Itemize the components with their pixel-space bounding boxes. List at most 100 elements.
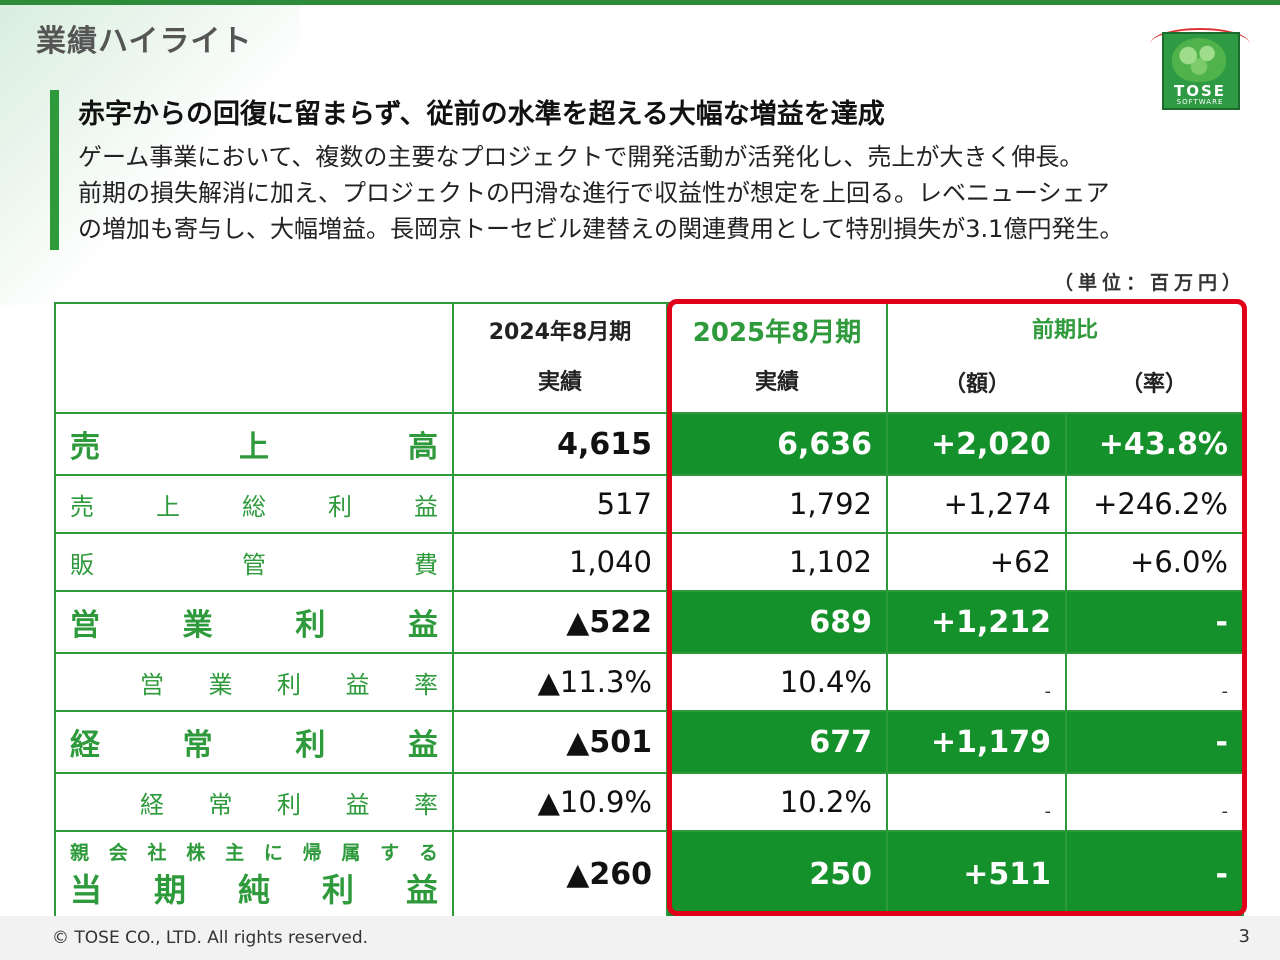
prev-cell-value: ▲11.3% bbox=[537, 665, 652, 699]
cur-cell: 677 bbox=[666, 710, 888, 774]
prev-cell: 1,040 bbox=[452, 532, 668, 592]
prev-period-label: 2024年8月期 bbox=[488, 320, 632, 345]
tose-logo: TOSE SOFTWARE bbox=[1150, 28, 1250, 110]
top-accent-line bbox=[0, 0, 1280, 5]
label-char: 利 bbox=[328, 492, 352, 521]
table-row: 経 常 利 益 ▲501 677 +1,179 - bbox=[54, 710, 1244, 774]
cur-period-label: 2025年8月期 bbox=[692, 318, 862, 348]
diff-cell: - bbox=[886, 772, 1067, 832]
prev-cell: ▲10.9% bbox=[452, 772, 668, 832]
diff-cell: +62 bbox=[886, 532, 1067, 592]
prev-cell: ▲11.3% bbox=[452, 652, 668, 712]
rate-cell-value: - bbox=[1215, 604, 1228, 640]
cur-cell-value: 1,102 bbox=[788, 545, 872, 579]
row-label: 営業利益 bbox=[70, 593, 438, 651]
label-char: 当 bbox=[70, 870, 103, 909]
prev-cell-value: ▲501 bbox=[566, 724, 652, 760]
cur-sub-label: 実績 bbox=[754, 370, 799, 395]
table-row: 経 常 利 益 率 ▲10.9% 10.2% - - bbox=[54, 772, 1244, 832]
prev-cell-value: ▲260 bbox=[566, 856, 652, 892]
cur-cell-value: 10.4% bbox=[779, 665, 872, 699]
diff-cell: +511 bbox=[886, 830, 1067, 918]
table-row: 親会社株主に帰属する当 期 純 利 益 ▲260 250 +511 - bbox=[54, 830, 1244, 918]
table-row: 売 上 高 4,615 6,636 +2,020 +43.8% bbox=[54, 412, 1244, 476]
label-char: 益 bbox=[345, 670, 370, 699]
prev-cell: ▲522 bbox=[452, 590, 668, 654]
prev-sub-label: 実績 bbox=[537, 370, 582, 395]
cur-cell-value: 689 bbox=[809, 604, 872, 640]
cur-cell: 1,792 bbox=[666, 474, 888, 534]
label-char: 営 bbox=[140, 670, 164, 699]
label-char: 売 bbox=[70, 492, 94, 521]
table-row: 販 管 費 1,040 1,102 +62 +6.0% bbox=[54, 532, 1244, 592]
cur-cell: 10.2% bbox=[666, 772, 888, 832]
label-char: 親 bbox=[70, 841, 90, 864]
cur-cell-value: 250 bbox=[809, 856, 872, 892]
label-char: 上 bbox=[239, 430, 269, 465]
rate-cell: - bbox=[1065, 590, 1244, 654]
row-label: 経常利益 bbox=[70, 713, 438, 771]
table-row: 営 業 利 益 ▲522 689 +1,212 - bbox=[54, 590, 1244, 654]
label-char: 主 bbox=[225, 841, 245, 864]
row-label: 親会社株主に帰属する当 期 純 利 益 bbox=[70, 838, 438, 911]
logo-text: TOSE bbox=[1173, 82, 1227, 100]
label-char: 業 bbox=[208, 670, 233, 699]
tree-icon bbox=[1172, 38, 1226, 82]
label-char: 株 bbox=[186, 841, 206, 864]
label-char: 益 bbox=[405, 870, 438, 909]
row-label-cell: 売上高 bbox=[54, 412, 454, 476]
label-char: す bbox=[380, 841, 400, 864]
label-char: 属 bbox=[341, 841, 361, 864]
rate-cell: - bbox=[1065, 710, 1244, 774]
label-char: 期 bbox=[153, 870, 186, 909]
yoy-label: 前期比 bbox=[1031, 318, 1098, 343]
label-char: 益 bbox=[345, 790, 370, 819]
prev-cell-value: 517 bbox=[596, 487, 652, 521]
rate-cell-value: +43.8% bbox=[1098, 426, 1228, 462]
cur-cell: 1,102 bbox=[666, 532, 888, 592]
rate-cell-value: - bbox=[1215, 724, 1228, 760]
rate-cell-value: - bbox=[1215, 856, 1228, 892]
diff-cell: - bbox=[886, 652, 1067, 712]
label-char: 常 bbox=[208, 790, 233, 819]
header-empty-cell bbox=[54, 302, 454, 414]
header-cur: 2025年8月期 実績 bbox=[666, 302, 888, 414]
label-char: る bbox=[418, 841, 438, 864]
rate-cell: - bbox=[1065, 830, 1244, 918]
prev-cell: ▲260 bbox=[452, 830, 668, 918]
label-char: 益 bbox=[407, 728, 438, 763]
cur-cell-value: 1,792 bbox=[788, 487, 872, 521]
cur-cell-value: 10.2% bbox=[779, 785, 872, 819]
label-char: 利 bbox=[277, 670, 301, 699]
label-char: 利 bbox=[277, 790, 301, 819]
rate-cell: - bbox=[1065, 772, 1244, 832]
row-label-cell: 販管費 bbox=[54, 532, 454, 592]
row-label-cell: 経常利益率 bbox=[54, 772, 454, 832]
prev-cell: 517 bbox=[452, 474, 668, 534]
diff-cell-value: - bbox=[1044, 800, 1052, 822]
amount-label: （額） bbox=[943, 372, 1010, 397]
row-label-cell: 売上総利益 bbox=[54, 474, 454, 534]
label-char: 利 bbox=[295, 728, 326, 763]
diff-cell: +1,179 bbox=[886, 710, 1067, 774]
diff-cell: +1,274 bbox=[886, 474, 1067, 534]
label-char: に bbox=[263, 841, 283, 864]
cur-cell: 689 bbox=[666, 590, 888, 654]
label-char: 益 bbox=[414, 492, 438, 521]
label-char: 帰 bbox=[302, 841, 322, 864]
label-char: 経 bbox=[140, 790, 164, 819]
prev-cell-value: 1,040 bbox=[568, 545, 652, 579]
label-char: 率 bbox=[414, 670, 438, 699]
diff-cell-value: +1,212 bbox=[930, 604, 1051, 640]
diff-cell-value: +1,179 bbox=[930, 724, 1051, 760]
label-char: 業 bbox=[182, 608, 213, 643]
row-label-cell: 経常利益 bbox=[54, 710, 454, 774]
prev-cell: 4,615 bbox=[452, 412, 668, 476]
label-char: 上 bbox=[156, 492, 180, 521]
cur-cell: 250 bbox=[666, 830, 888, 918]
diff-cell-value: +1,274 bbox=[943, 487, 1051, 521]
summary-text: ゲーム事業において、複数の主要なプロジェクトで開発活動が活発化し、売上が大きく伸… bbox=[78, 139, 1248, 247]
row-label: 営業利益率 bbox=[140, 665, 438, 700]
cur-cell-value: 677 bbox=[809, 724, 872, 760]
